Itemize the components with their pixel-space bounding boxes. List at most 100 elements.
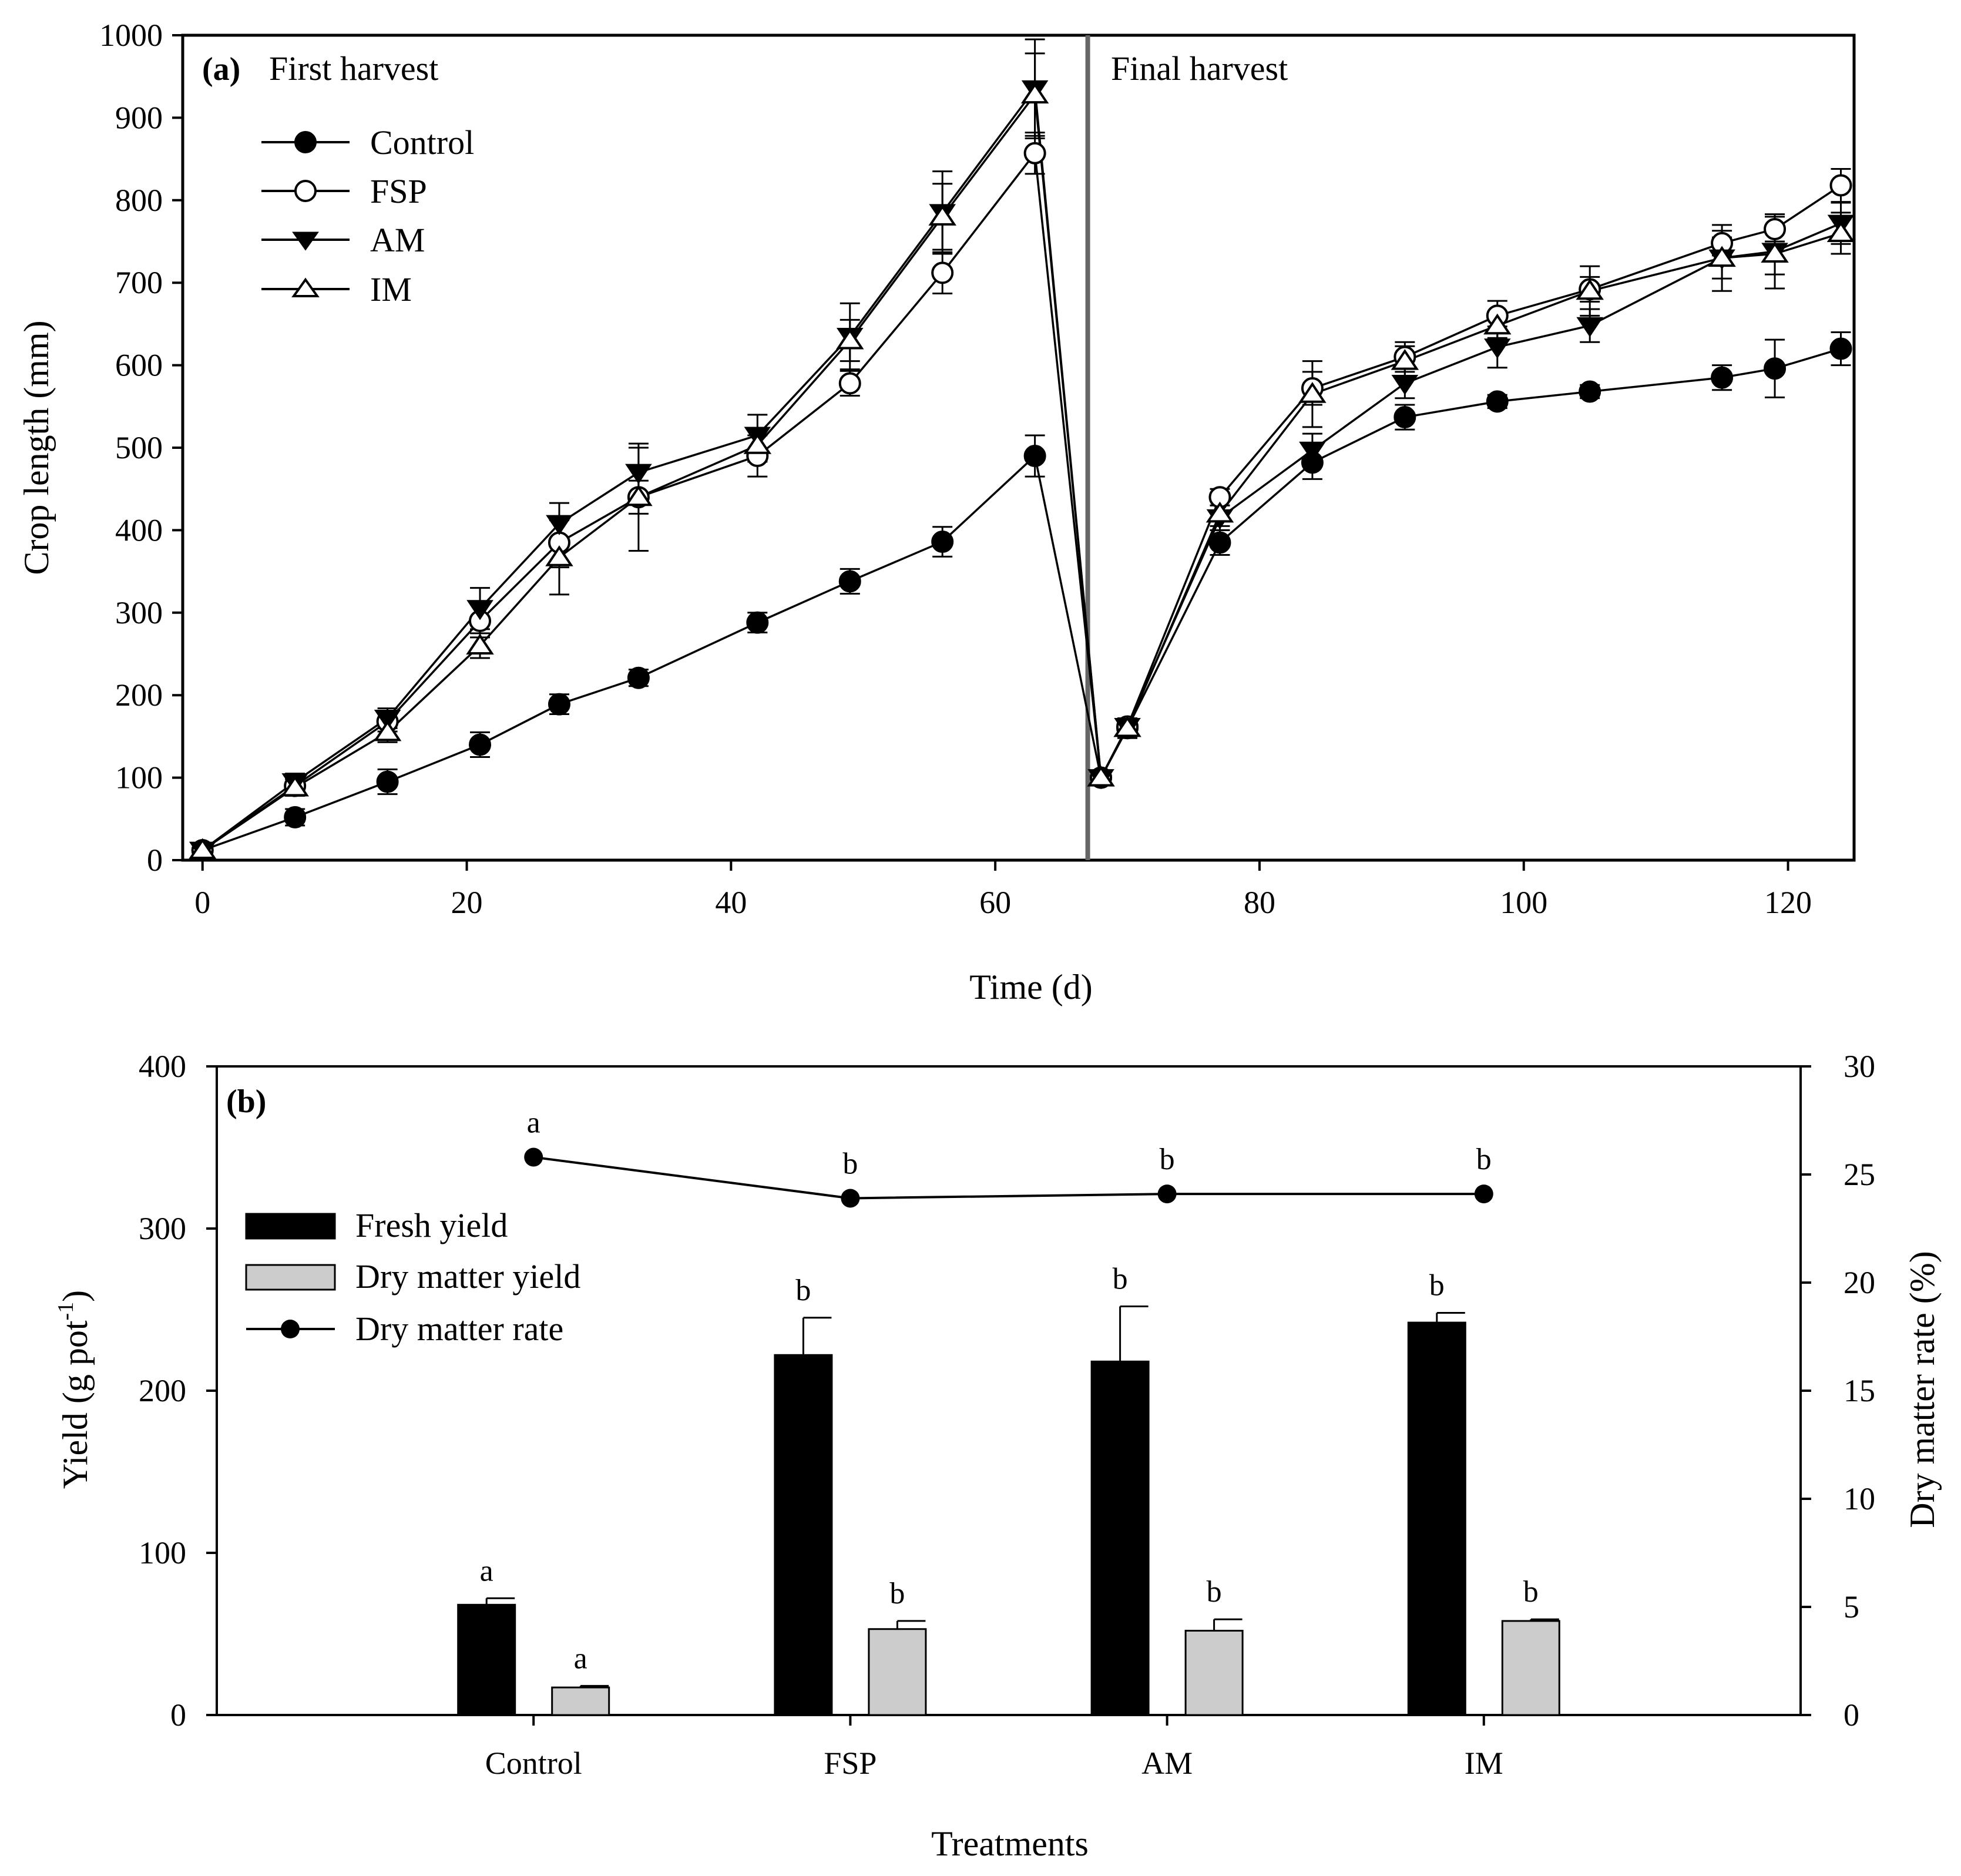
bar-fresh-yield-im	[1407, 1321, 1466, 1716]
legend-am-label: AM	[370, 221, 425, 259]
data-point-am-13	[1299, 441, 1326, 462]
yield-tick-label-200: 200	[139, 1373, 186, 1408]
data-point-im-13	[1298, 382, 1327, 403]
dry-matter-rate-point-am	[1157, 1184, 1177, 1204]
panel-a-x-axis: 0 20 40 60 80 100 120	[194, 860, 1812, 920]
data-point-fsp-9	[1023, 142, 1046, 165]
x-tick-label-120: 120	[1764, 885, 1812, 920]
legend-dry-matter-yield-label: Dry matter yield	[355, 1257, 580, 1296]
series-line-im	[202, 92, 1842, 851]
data-point-fsp-8	[931, 261, 954, 284]
legend-fsp-label: FSP	[370, 172, 427, 210]
data-point-im-8	[928, 204, 956, 226]
yield-tick-label-400: 400	[139, 1049, 186, 1084]
sig-letter-fresh-yield-control: a	[480, 1554, 493, 1588]
y-tick-label-400: 400	[115, 512, 163, 548]
data-point-im-6	[743, 433, 772, 454]
legend-am-marker	[292, 231, 319, 251]
data-point-im-14	[1391, 348, 1419, 370]
sig-letter-dry-matter-yield-control: a	[574, 1642, 587, 1675]
data-point-im-4	[545, 545, 573, 566]
data-point-control-2	[376, 770, 399, 793]
panel-a-x-axis-title: Time (d)	[969, 968, 1092, 1006]
data-point-am-15	[1483, 338, 1511, 359]
category-label-im: IM	[1465, 1746, 1503, 1781]
rate-tick-label-20: 20	[1844, 1265, 1875, 1300]
category-label-am: AM	[1141, 1746, 1193, 1781]
panel-b-x-axis: Control FSP AM IM	[485, 1715, 1503, 1781]
sig-letter-dry-matter-rate-im: b	[1476, 1143, 1492, 1176]
bar-dry-matter-yield-control	[551, 1686, 610, 1716]
data-point-am-14	[1391, 374, 1419, 395]
y-tick-label-800: 800	[115, 183, 163, 218]
data-point-control-18	[1764, 357, 1787, 380]
bar-fresh-yield-fsp	[774, 1354, 833, 1716]
data-point-im-19	[1826, 221, 1855, 242]
data-point-control-19	[1829, 337, 1852, 360]
data-point-fsp-18	[1764, 217, 1787, 240]
data-point-control-1	[284, 806, 307, 828]
x-tick-label-60: 60	[979, 885, 1011, 920]
rate-tick-label-10: 10	[1844, 1481, 1875, 1516]
sig-letter-dry-matter-yield-fsp: b	[889, 1577, 905, 1610]
data-point-control-8	[931, 531, 954, 553]
bar-dry-matter-yield-im	[1501, 1620, 1560, 1716]
data-point-im-11	[1113, 716, 1141, 737]
data-point-im-16	[1576, 278, 1604, 300]
legend-dry-matter-rate-marker	[281, 1320, 300, 1338]
x-tick-label-20: 20	[451, 885, 483, 920]
data-point-control-9	[1023, 445, 1046, 468]
panel-a-legend: Control FSP AM IM	[261, 123, 474, 308]
legend-im-label: IM	[370, 270, 412, 308]
data-point-fsp-7	[838, 372, 861, 395]
series-line-fsp	[202, 150, 1842, 851]
bar-dry-matter-yield-am	[1184, 1629, 1244, 1716]
panel-b-right-y-axis: 0 5 10 15 20 25 30	[1801, 1049, 1875, 1733]
series-line-control	[202, 347, 1842, 851]
legend-fresh-yield-label: Fresh yield	[355, 1206, 508, 1244]
data-point-control-3	[469, 733, 492, 756]
legend-im-marker	[291, 277, 320, 297]
data-point-control-5	[627, 666, 650, 689]
dry-matter-rate-line	[533, 1156, 1484, 1200]
y-tick-label-100: 100	[115, 760, 163, 796]
panel-a-series-group	[188, 38, 1855, 862]
data-point-im-3	[466, 633, 494, 655]
panel-b-right-y-axis-title: Dry matter rate (%)	[1903, 1251, 1942, 1528]
data-point-im-18	[1761, 241, 1789, 263]
data-point-control-16	[1579, 380, 1601, 403]
x-tick-label-100: 100	[1500, 885, 1547, 920]
sig-letter-fresh-yield-im: b	[1429, 1269, 1445, 1303]
data-point-control-7	[838, 570, 861, 593]
legend-control-label: Control	[370, 123, 474, 162]
data-point-control-6	[746, 611, 769, 634]
panel-a-chart: 0 100 200 300 400 500 600 700 800 900 1000 0 20 40 60…	[17, 18, 1856, 1006]
legend-fsp-marker	[294, 180, 317, 202]
data-point-im-15	[1483, 313, 1512, 335]
data-point-am-2	[374, 710, 401, 730]
data-point-am-5	[625, 464, 652, 484]
data-point-am-3	[466, 600, 493, 620]
bar-fresh-yield-am	[1090, 1360, 1150, 1716]
data-point-control-14	[1393, 406, 1416, 429]
yield-tick-label-300: 300	[139, 1211, 186, 1246]
sig-letter-dry-matter-rate-am: b	[1160, 1143, 1175, 1176]
panel-b-y-axis-title: Yield (g pot-1)	[53, 1290, 95, 1489]
rate-tick-label-30: 30	[1844, 1049, 1875, 1084]
y-tick-label-0: 0	[147, 843, 163, 878]
category-label-fsp: FSP	[824, 1746, 877, 1781]
panel-b-chart: 0 100 200 300 400 0 5 10 15 20 25 30 Control FSP AM I…	[53, 1049, 1942, 1863]
data-point-im-9	[1020, 82, 1049, 104]
category-label-control: Control	[485, 1746, 582, 1781]
data-point-im-17	[1708, 246, 1736, 267]
sig-letter-dry-matter-yield-am: b	[1207, 1575, 1222, 1609]
rate-tick-label-15: 15	[1844, 1373, 1875, 1408]
sig-letter-fresh-yield-am: b	[1113, 1262, 1128, 1296]
data-point-control-4	[548, 693, 570, 716]
y-tick-label-700: 700	[115, 265, 163, 300]
final-harvest-label: Final harvest	[1111, 49, 1288, 88]
dry-matter-rate-point-control	[524, 1147, 543, 1167]
panel-a-y-axis: 0 100 200 300 400 500 600 700 800 900 1000	[99, 18, 183, 878]
y-tick-label-600: 600	[115, 348, 163, 383]
y-tick-label-1000: 1000	[99, 18, 163, 53]
